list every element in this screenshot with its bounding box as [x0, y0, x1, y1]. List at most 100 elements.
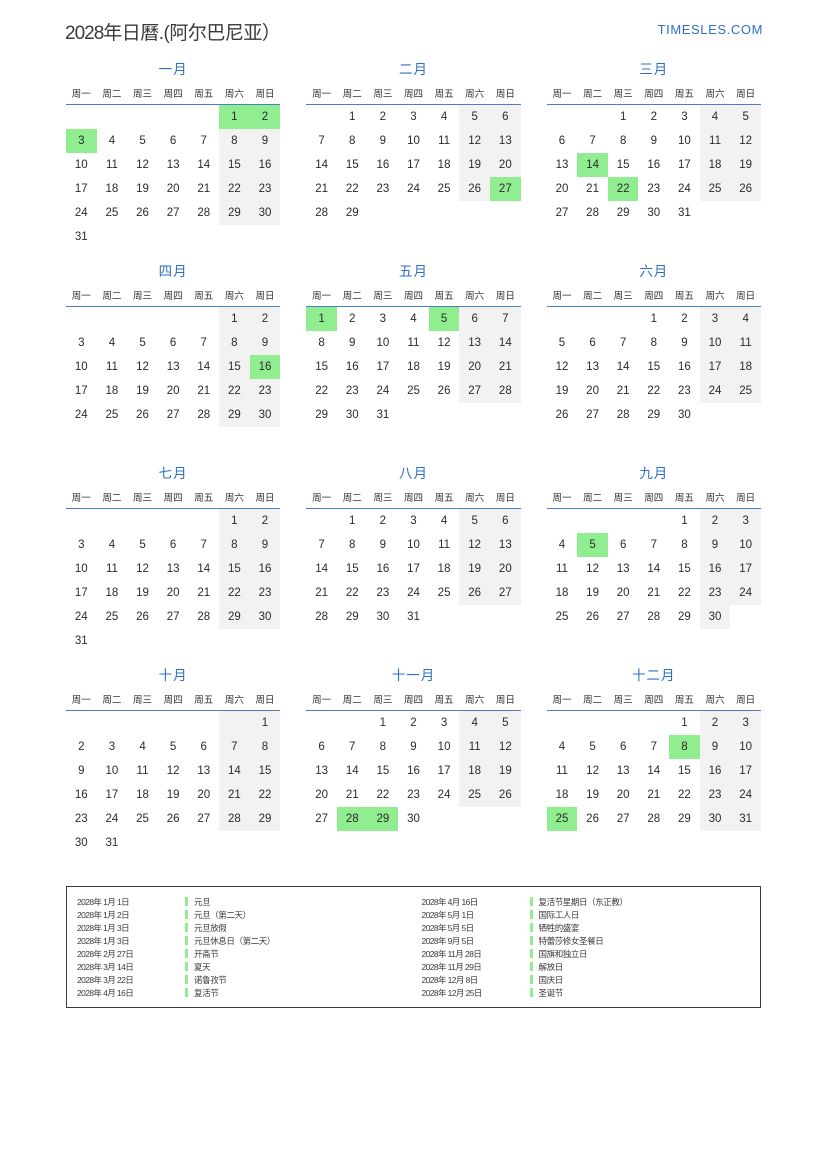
day-cell-holiday[interactable]: 14 [577, 153, 608, 177]
day-cell[interactable]: 22 [219, 177, 250, 201]
day-cell[interactable]: 23 [345, 385, 359, 397]
day-cell[interactable]: 19 [730, 153, 761, 177]
day-cell[interactable]: 4 [108, 135, 116, 147]
day-cell[interactable]: 10 [407, 135, 420, 147]
day-cell[interactable]: 31 [376, 409, 390, 421]
day-cell[interactable]: 13 [166, 563, 180, 575]
day-cell[interactable]: 29 [219, 403, 250, 427]
day-cell[interactable]: 12 [586, 563, 599, 575]
day-cell[interactable]: 7 [589, 135, 596, 147]
day-cell[interactable]: 17 [105, 789, 119, 801]
day-cell[interactable]: 28 [315, 207, 329, 219]
day-cell[interactable]: 2 [379, 515, 387, 527]
day-cell[interactable]: 11 [407, 337, 420, 349]
day-cell[interactable]: 29 [647, 409, 661, 421]
day-cell-holiday[interactable]: 5 [428, 306, 460, 331]
day-cell[interactable]: 10 [730, 735, 761, 759]
day-cell[interactable]: 27 [166, 611, 180, 623]
day-cell[interactable]: 6 [619, 741, 627, 753]
day-cell[interactable]: 1 [219, 508, 250, 533]
day-cell[interactable]: 20 [616, 587, 630, 599]
day-cell[interactable]: 16 [376, 159, 390, 171]
day-cell[interactable]: 29 [249, 807, 281, 831]
day-cell[interactable]: 13 [315, 765, 329, 777]
day-cell[interactable]: 31 [74, 231, 88, 243]
day-cell[interactable]: 1 [349, 515, 356, 527]
day-cell[interactable]: 3 [699, 306, 731, 331]
day-cell[interactable]: 21 [586, 183, 599, 195]
day-cell[interactable]: 13 [616, 563, 630, 575]
day-cell[interactable]: 2 [78, 741, 85, 753]
day-cell[interactable]: 18 [555, 789, 569, 801]
day-cell[interactable]: 29 [678, 611, 691, 623]
day-cell[interactable]: 8 [219, 129, 250, 153]
day-cell[interactable]: 22 [345, 587, 359, 599]
day-cell[interactable]: 28 [197, 207, 211, 219]
day-cell[interactable]: 10 [74, 563, 88, 575]
day-cell[interactable]: 31 [407, 611, 420, 623]
day-cell[interactable]: 29 [219, 605, 250, 629]
day-cell[interactable]: 27 [489, 581, 521, 605]
day-cell[interactable]: 2 [379, 111, 387, 123]
day-cell[interactable]: 15 [345, 563, 359, 575]
day-cell[interactable]: 17 [74, 385, 88, 397]
day-cell[interactable]: 9 [78, 765, 85, 777]
day-cell[interactable]: 14 [647, 563, 661, 575]
day-cell[interactable]: 23 [407, 789, 420, 801]
day-cell[interactable]: 5 [139, 539, 146, 551]
day-cell[interactable]: 11 [555, 563, 568, 575]
day-cell-holiday[interactable]: 22 [607, 177, 639, 201]
day-cell[interactable]: 26 [459, 177, 490, 201]
day-cell[interactable]: 2 [650, 111, 657, 123]
day-cell[interactable]: 1 [619, 111, 627, 123]
day-cell[interactable]: 5 [459, 508, 490, 533]
day-cell[interactable]: 18 [105, 385, 119, 397]
day-cell[interactable]: 2 [249, 508, 281, 533]
day-cell[interactable]: 15 [678, 765, 691, 777]
day-cell[interactable]: 28 [197, 409, 211, 421]
day-cell[interactable]: 21 [647, 789, 661, 801]
day-cell[interactable]: 3 [78, 539, 85, 551]
day-cell[interactable]: 20 [616, 789, 630, 801]
day-cell[interactable]: 16 [249, 557, 281, 581]
day-cell[interactable]: 17 [730, 759, 761, 783]
day-cell[interactable]: 22 [345, 183, 359, 195]
day-cell[interactable]: 16 [249, 153, 281, 177]
day-cell[interactable]: 18 [136, 789, 149, 801]
day-cell[interactable]: 10 [74, 159, 88, 171]
day-cell[interactable]: 17 [699, 355, 731, 379]
day-cell[interactable]: 19 [586, 789, 599, 801]
day-cell[interactable]: 13 [616, 765, 630, 777]
day-cell[interactable]: 27 [166, 409, 180, 421]
day-cell[interactable]: 2 [681, 313, 688, 325]
day-cell[interactable]: 17 [678, 159, 691, 171]
day-cell[interactable]: 4 [139, 741, 146, 753]
day-cell[interactable]: 25 [136, 813, 149, 825]
day-cell[interactable]: 9 [379, 135, 387, 147]
day-cell[interactable]: 14 [345, 765, 359, 777]
day-cell-holiday[interactable]: 8 [669, 735, 700, 759]
day-cell[interactable]: 8 [249, 735, 281, 759]
day-cell[interactable]: 8 [219, 533, 250, 557]
day-cell[interactable]: 19 [136, 385, 149, 397]
day-cell[interactable]: 15 [219, 153, 250, 177]
day-cell[interactable]: 18 [437, 563, 451, 575]
day-cell[interactable]: 20 [166, 587, 180, 599]
day-cell[interactable]: 11 [438, 539, 451, 551]
day-cell[interactable]: 13 [166, 159, 180, 171]
day-cell[interactable]: 27 [197, 813, 211, 825]
day-cell[interactable]: 24 [678, 183, 691, 195]
day-cell[interactable]: 7 [200, 337, 207, 349]
day-cell[interactable]: 19 [459, 557, 490, 581]
day-cell[interactable]: 8 [349, 539, 356, 551]
day-cell[interactable]: 30 [647, 207, 661, 219]
day-cell[interactable]: 18 [437, 159, 451, 171]
day-cell[interactable]: 25 [730, 379, 761, 403]
day-cell[interactable]: 10 [730, 533, 761, 557]
day-cell[interactable]: 1 [379, 717, 387, 729]
day-cell[interactable]: 2 [699, 710, 731, 735]
day-cell[interactable]: 17 [74, 587, 88, 599]
day-cell[interactable]: 3 [78, 337, 85, 349]
day-cell[interactable]: 21 [616, 385, 630, 397]
day-cell[interactable]: 18 [730, 355, 761, 379]
